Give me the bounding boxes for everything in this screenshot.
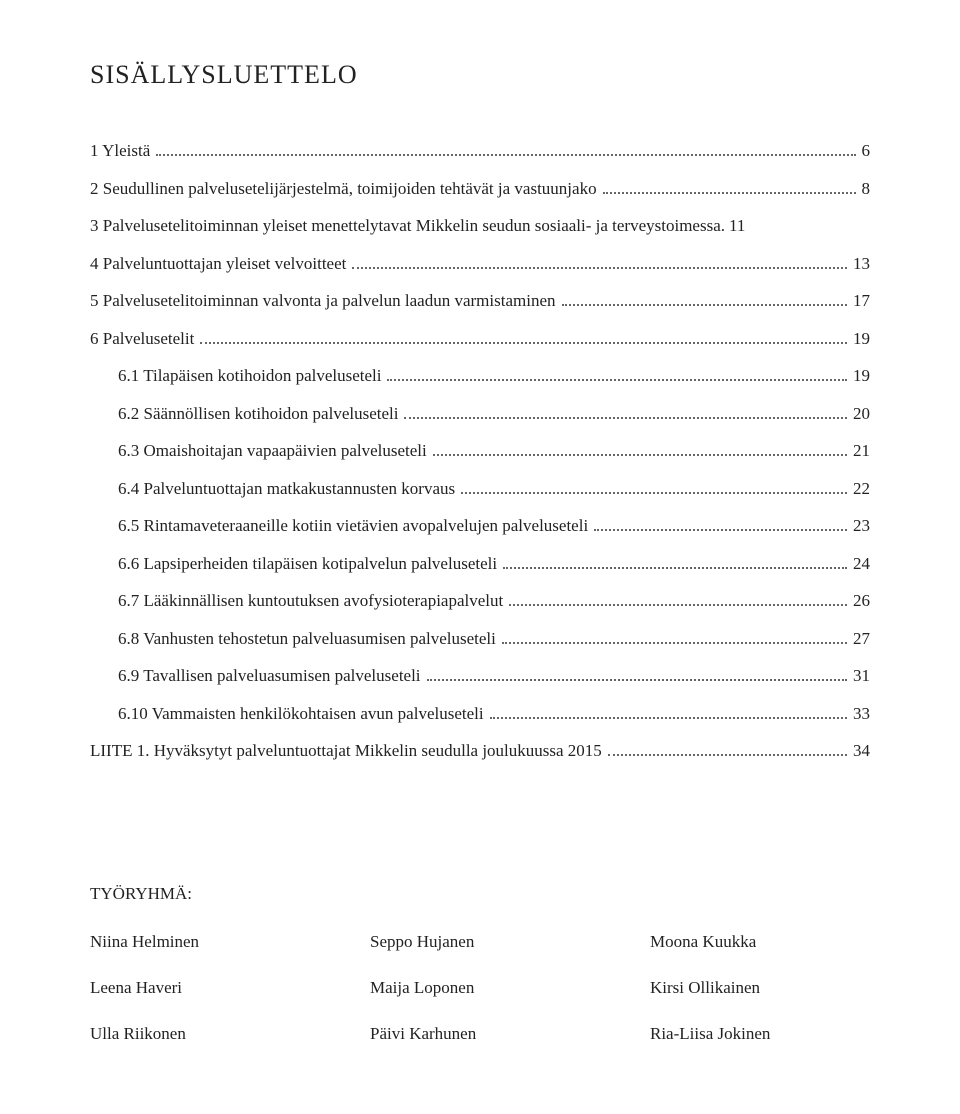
toc-entry: 6.5 Rintamaveteraaneille kotiin vietävie…	[90, 513, 870, 539]
workgroup-member: Seppo Hujanen	[370, 932, 590, 952]
toc-page-number: 20	[853, 401, 870, 427]
workgroup-member: Maija Loponen	[370, 978, 590, 998]
page-title: SISÄLLYSLUETTELO	[90, 60, 870, 90]
toc-leader-dots	[608, 753, 847, 756]
toc-page-number: 8	[862, 176, 871, 202]
toc-entry: 6.6 Lapsiperheiden tilapäisen kotipalvel…	[90, 551, 870, 577]
toc-entry: 6.3 Omaishoitajan vapaapäivien palveluse…	[90, 438, 870, 464]
toc-entry: 1 Yleistä 6	[90, 138, 870, 164]
toc-page-number: 22	[853, 476, 870, 502]
toc-label: 6.9 Tavallisen palveluasumisen palveluse…	[118, 663, 421, 689]
toc-entry: 6 Palvelusetelit 19	[90, 326, 870, 352]
toc-label: 6.4 Palveluntuottajan matkakustannusten …	[118, 476, 455, 502]
toc-label: 1 Yleistä	[90, 138, 150, 164]
toc-label: 4 Palveluntuottajan yleiset velvoitteet	[90, 251, 346, 277]
toc-entry: 6.2 Säännöllisen kotihoidon palvelusetel…	[90, 401, 870, 427]
toc-page-number: 19	[853, 326, 870, 352]
toc-page-number: 26	[853, 588, 870, 614]
toc-label: LIITE 1. Hyväksytyt palveluntuottajat Mi…	[90, 738, 602, 764]
toc-page-number: 33	[853, 701, 870, 727]
workgroup-member: Moona Kuukka	[650, 932, 870, 952]
toc-entry: 4 Palveluntuottajan yleiset velvoitteet 1…	[90, 251, 870, 277]
toc-leader-dots	[461, 491, 847, 494]
toc-entry: 6.7 Lääkinnällisen kuntoutuksen avofysio…	[90, 588, 870, 614]
toc-label: 6.1 Tilapäisen kotihoidon palveluseteli	[118, 363, 381, 389]
toc-label: 6.8 Vanhusten tehostetun palveluasumisen…	[118, 626, 496, 652]
toc-page-number: 17	[853, 288, 870, 314]
toc-leader-dots	[156, 153, 855, 156]
toc-leader-dots	[427, 678, 847, 681]
workgroup-member: Leena Haveri	[90, 978, 310, 998]
workgroup-member: Niina Helminen	[90, 932, 310, 952]
toc-entry: 3 Palvelusetelitoiminnan yleiset menette…	[90, 213, 870, 239]
toc-leader-dots	[387, 378, 847, 381]
toc-entry: LIITE 1. Hyväksytyt palveluntuottajat Mi…	[90, 738, 870, 764]
toc-page-number: 24	[853, 551, 870, 577]
toc-entry: 6.1 Tilapäisen kotihoidon palveluseteli 1…	[90, 363, 870, 389]
workgroup-heading: TYÖRYHMÄ:	[90, 884, 870, 904]
toc-page-number: 11	[729, 213, 745, 239]
toc-label: 3 Palvelusetelitoiminnan yleiset menette…	[90, 213, 725, 239]
toc-leader-dots	[562, 303, 848, 306]
toc-label: 5 Palvelusetelitoiminnan valvonta ja pal…	[90, 288, 556, 314]
workgroup-member: Ria-Liisa Jokinen	[650, 1024, 870, 1044]
workgroup-section: TYÖRYHMÄ: Niina Helminen Seppo Hujanen Moo…	[90, 884, 870, 1044]
toc-leader-dots	[352, 266, 847, 269]
workgroup-member: Ulla Riikonen	[90, 1024, 310, 1044]
toc-page-number: 21	[853, 438, 870, 464]
toc-page-number: 27	[853, 626, 870, 652]
document-page: SISÄLLYSLUETTELO 1 Yleistä 6 2 Seudullinen…	[0, 0, 960, 1114]
workgroup-member: Kirsi Ollikainen	[650, 978, 870, 998]
toc-leader-dots	[433, 453, 847, 456]
workgroup-member: Päivi Karhunen	[370, 1024, 590, 1044]
toc-label: 6.3 Omaishoitajan vapaapäivien palveluse…	[118, 438, 427, 464]
toc-leader-dots	[200, 341, 847, 344]
toc-leader-dots	[502, 641, 847, 644]
toc-label: 6 Palvelusetelit	[90, 326, 194, 352]
toc-label: 2 Seudullinen palvelusetelijärjestelmä, …	[90, 176, 597, 202]
toc-entry: 6.10 Vammaisten henkilökohtaisen avun pa…	[90, 701, 870, 727]
toc-leader-dots	[503, 566, 847, 569]
toc-leader-dots	[490, 716, 847, 719]
toc-leader-dots	[509, 603, 847, 606]
toc-page-number: 13	[853, 251, 870, 277]
toc-page-number: 19	[853, 363, 870, 389]
toc-entry: 6.9 Tavallisen palveluasumisen palveluse…	[90, 663, 870, 689]
toc-label: 6.2 Säännöllisen kotihoidon palvelusetel…	[118, 401, 398, 427]
toc-label: 6.10 Vammaisten henkilökohtaisen avun pa…	[118, 701, 484, 727]
toc-entry: 6.8 Vanhusten tehostetun palveluasumisen…	[90, 626, 870, 652]
toc-page-number: 23	[853, 513, 870, 539]
toc-label: 6.5 Rintamaveteraaneille kotiin vietävie…	[118, 513, 588, 539]
toc-leader-dots	[404, 416, 847, 419]
workgroup-table: Niina Helminen Seppo Hujanen Moona Kuukka L…	[90, 932, 870, 1044]
toc-page-number: 34	[853, 738, 870, 764]
toc-entry: 2 Seudullinen palvelusetelijärjestelmä, …	[90, 176, 870, 202]
toc-label: 6.7 Lääkinnällisen kuntoutuksen avofysio…	[118, 588, 503, 614]
toc-leader-dots	[603, 191, 856, 194]
toc-page-number: 6	[862, 138, 871, 164]
toc-entry: 6.4 Palveluntuottajan matkakustannusten …	[90, 476, 870, 502]
toc-page-number: 31	[853, 663, 870, 689]
toc-leader-dots	[594, 528, 847, 531]
table-of-contents: 1 Yleistä 6 2 Seudullinen palvelusetelijär…	[90, 138, 870, 764]
toc-entry: 5 Palvelusetelitoiminnan valvonta ja pal…	[90, 288, 870, 314]
toc-label: 6.6 Lapsiperheiden tilapäisen kotipalvel…	[118, 551, 497, 577]
